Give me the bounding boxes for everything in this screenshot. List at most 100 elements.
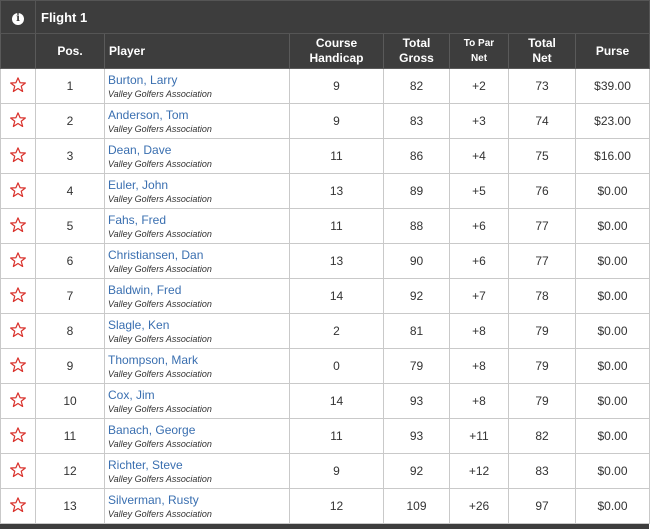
star-icon[interactable] [9,461,27,479]
total-net-cell: 76 [508,173,576,209]
to-par-net-label-line2: Net [470,53,488,64]
flight-title: Flight 1 [34,0,650,34]
to-par-net-cell: +8 [449,348,509,384]
player-cell: Silverman, Rusty Valley Golfers Associat… [104,488,290,524]
player-association: Valley Golfers Association [108,263,212,274]
purse-cell: $16.00 [574,138,650,174]
total-net-cell: 97 [508,488,576,524]
course-handicap-cell: 13 [289,243,384,279]
table-row: 3 Dean, Dave Valley Golfers Association … [0,138,650,174]
total-net-cell: 79 [508,313,576,349]
position-cell: 13 [35,488,105,524]
course-handicap-cell: 14 [289,278,384,314]
favorite-cell[interactable] [0,103,36,139]
favorite-cell[interactable] [0,208,36,244]
player-association: Valley Golfers Association [108,298,212,309]
player-name-link[interactable]: Silverman, Rusty [108,492,199,507]
player-cell: Euler, John Valley Golfers Association [104,173,290,209]
position-cell: 11 [35,418,105,454]
player-name-link[interactable]: Richter, Steve [108,457,183,472]
player-name-link[interactable]: Fahs, Fred [108,212,167,227]
favorite-cell[interactable] [0,488,36,524]
position-cell: 7 [35,278,105,314]
player-name-link[interactable]: Baldwin, Fred [108,282,182,297]
favorite-cell[interactable] [0,348,36,384]
player-name-link[interactable]: Cox, Jim [108,387,155,402]
course-handicap-column-header: Course Handicap [289,33,384,69]
favorite-cell[interactable] [0,243,36,279]
purse-column-header: Purse [574,33,650,69]
to-par-net-cell: +6 [449,208,509,244]
player-association: Valley Golfers Association [108,473,212,484]
column-header-row: Pos. Player Course Handicap Total Gross To… [0,33,650,69]
course-handicap-cell: 9 [289,453,384,489]
player-name-link[interactable]: Anderson, Tom [108,107,189,122]
player-name-link[interactable]: Slagle, Ken [108,317,170,332]
course-handicap-cell: 0 [289,348,384,384]
player-association: Valley Golfers Association [108,368,212,379]
total-gross-cell: 93 [383,418,450,454]
total-gross-cell: 89 [383,173,450,209]
star-icon[interactable] [9,286,27,304]
course-handicap-cell: 11 [289,138,384,174]
favorite-cell[interactable] [0,453,36,489]
player-association: Valley Golfers Association [108,88,212,99]
to-par-net-cell: +8 [449,313,509,349]
star-icon[interactable] [9,496,27,514]
position-cell: 5 [35,208,105,244]
position-cell: 3 [35,138,105,174]
favorite-cell[interactable] [0,173,36,209]
total-net-cell: 79 [508,383,576,419]
player-name-link[interactable]: Dean, Dave [108,142,172,157]
to-par-net-cell: +3 [449,103,509,139]
star-icon[interactable] [9,181,27,199]
player-name-link[interactable]: Christiansen, Dan [108,247,204,262]
star-icon[interactable] [9,76,27,94]
player-name-link[interactable]: Euler, John [108,177,169,192]
table-row: 13 Silverman, Rusty Valley Golfers Assoc… [0,488,650,524]
table-row: 11 Banach, George Valley Golfers Associa… [0,418,650,454]
star-icon[interactable] [9,426,27,444]
favorite-cell[interactable] [0,383,36,419]
flight-header-row: i Flight 1 [0,0,650,34]
favorite-cell[interactable] [0,313,36,349]
total-gross-cell: 83 [383,103,450,139]
info-icon[interactable]: i [12,13,24,25]
player-association: Valley Golfers Association [108,123,212,134]
favorite-cell[interactable] [0,138,36,174]
total-gross-cell: 92 [383,278,450,314]
favorite-cell[interactable] [0,68,36,104]
star-icon[interactable] [9,321,27,339]
table-row: 7 Baldwin, Fred Valley Golfers Associati… [0,278,650,314]
player-name-link[interactable]: Burton, Larry [108,72,178,87]
purse-cell: $0.00 [574,488,650,524]
total-net-cell: 77 [508,243,576,279]
total-net-cell: 73 [508,68,576,104]
favorite-cell[interactable] [0,278,36,314]
star-icon[interactable] [9,251,27,269]
position-cell: 9 [35,348,105,384]
bottom-bar [0,524,649,529]
total-net-label-line1: Total [528,36,556,50]
total-gross-cell: 88 [383,208,450,244]
total-gross-label-line1: Total [402,36,431,50]
to-par-net-cell: +26 [449,488,509,524]
purse-cell: $0.00 [574,278,650,314]
star-icon[interactable] [9,356,27,374]
to-par-net-cell: +4 [449,138,509,174]
to-par-net-cell: +8 [449,383,509,419]
star-icon[interactable] [9,146,27,164]
position-cell: 12 [35,453,105,489]
favorite-cell[interactable] [0,418,36,454]
star-icon[interactable] [9,111,27,129]
course-handicap-label-line1: Course [315,36,358,50]
info-cell[interactable]: i [0,0,36,34]
purse-cell: $0.00 [574,348,650,384]
star-icon[interactable] [9,216,27,234]
player-name-link[interactable]: Banach, George [108,422,196,437]
star-icon[interactable] [9,391,27,409]
player-name-link[interactable]: Thompson, Mark [108,352,199,367]
player-cell: Baldwin, Fred Valley Golfers Association [104,278,290,314]
player-association: Valley Golfers Association [108,438,212,449]
